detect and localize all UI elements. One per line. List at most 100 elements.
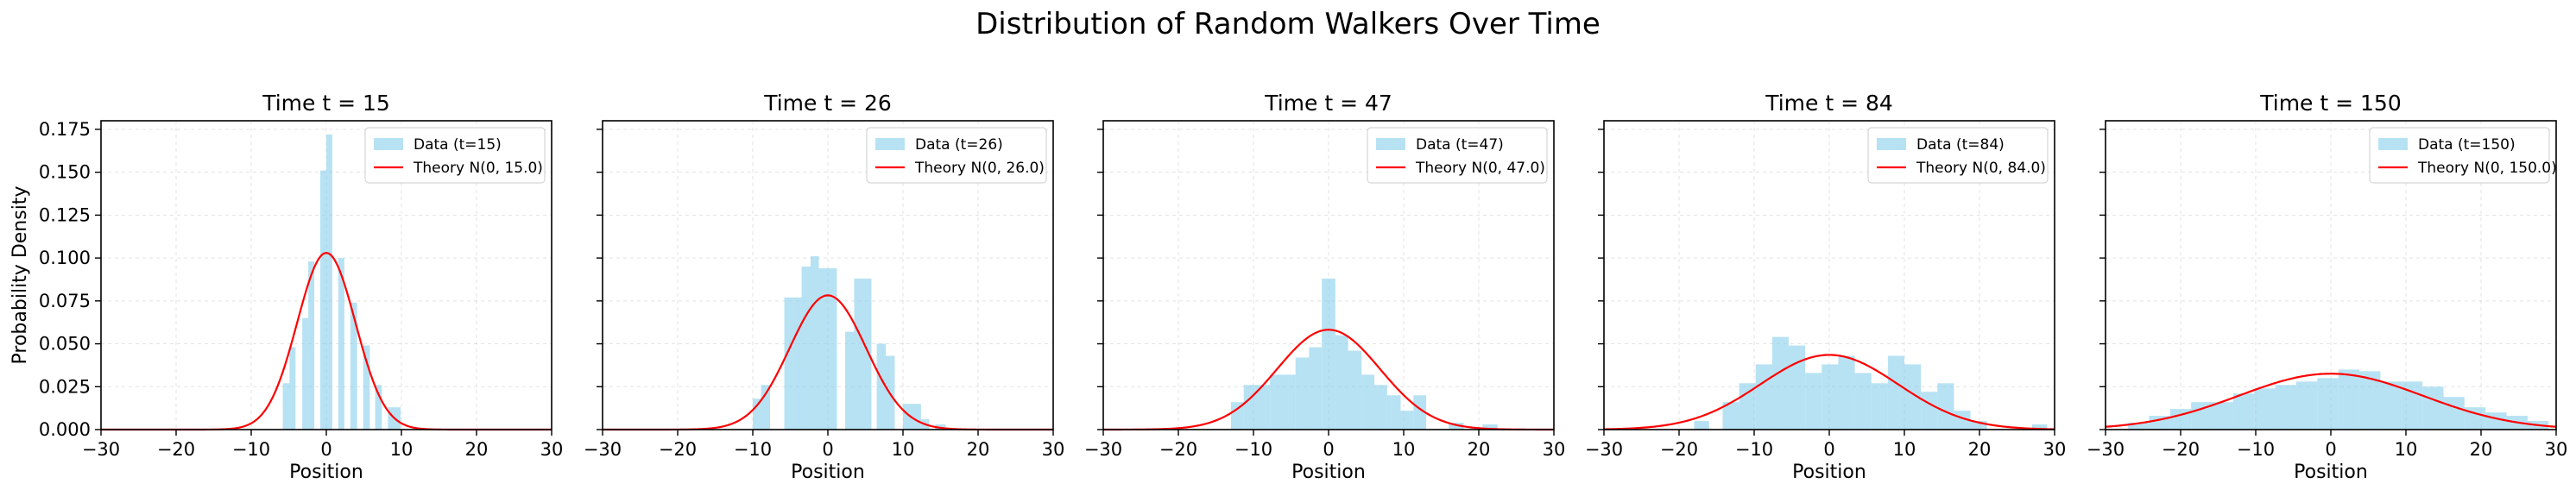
x-tick-label: −30 [82, 439, 120, 460]
histogram-bar [1361, 374, 1375, 430]
y-tick-label: 0.000 [39, 419, 91, 440]
histogram-bar [1694, 421, 1709, 430]
x-tick-label: 10 [1893, 439, 1916, 460]
legend-box [2369, 127, 2550, 184]
histogram-bar [2212, 402, 2233, 430]
histogram-bar [350, 302, 357, 430]
histogram-bar [801, 267, 811, 430]
x-tick-label: −20 [2162, 439, 2200, 460]
histogram-bar [1386, 395, 1401, 430]
x-tick-label: −30 [1585, 439, 1623, 460]
histogram-bar [1309, 347, 1323, 430]
histogram-bar [792, 297, 802, 430]
histogram-bar [302, 317, 309, 430]
panel-2: −30 −20 −10 0 10 20 30 Position Time t = 26 Data … [584, 91, 1065, 483]
histogram-bar [2295, 381, 2318, 430]
x-tick-label: 20 [1468, 439, 1491, 460]
histogram-bar [1295, 357, 1310, 430]
histogram-bar [1243, 385, 1257, 430]
histogram-bar [1449, 423, 1464, 430]
x-tick-label: −10 [1234, 439, 1272, 460]
histogram-bar [784, 297, 793, 430]
x-tick-label: 20 [967, 439, 990, 460]
legend-swatch-data [875, 138, 905, 150]
x-tick-label: −10 [2237, 439, 2275, 460]
x-axis-label: Position [2294, 461, 2368, 483]
histogram-bar [1230, 402, 1244, 430]
histogram-bar [1348, 350, 1362, 430]
histogram-bar [2338, 369, 2360, 430]
x-tick-label: −30 [1084, 439, 1122, 460]
histogram-bar [1755, 364, 1772, 430]
histogram-bar [1954, 411, 1971, 430]
histogram-bar [1400, 411, 1414, 430]
legend-swatch-data [374, 138, 403, 150]
x-tick-label: 30 [2043, 439, 2067, 460]
histogram-bar [818, 268, 828, 430]
theory-curve [1603, 354, 2055, 430]
histogram-bar [1335, 335, 1348, 430]
panel-4: −30 −20 −10 0 10 20 30 Position Time t = 84 Data … [1585, 91, 2067, 483]
x-axis-label: Position [791, 461, 865, 483]
panel-3: −30 −20 −10 0 10 20 30 Position Time t = 47 Data … [1084, 91, 1566, 483]
histogram-bar [912, 404, 921, 430]
x-tick-label: 30 [1042, 439, 1065, 460]
x-tick-label: −10 [232, 439, 270, 460]
legend-label-theory: Theory N(0, 84.0) [1916, 160, 2046, 177]
x-tick-label: 20 [2470, 439, 2493, 460]
panel-1: −30 −20 −10 0 10 20 30 0.000 0.025 0.050 0.075 0.10… [39, 91, 563, 483]
y-tick-label: 0.050 [39, 334, 91, 355]
histogram-bar [1256, 385, 1271, 430]
legend-label-data: Data (t=150) [2418, 136, 2516, 154]
histogram-bar [1413, 395, 1427, 430]
x-tick-label: −20 [659, 439, 697, 460]
legend-label-data: Data (t=47) [1416, 136, 1504, 154]
x-tick-label: 10 [390, 439, 414, 460]
y-tick-label: 0.025 [39, 376, 91, 397]
histogram-bar [2275, 385, 2296, 430]
panel-5: −30 −20 −10 0 10 20 30 Position Time t = 150 Data… [2087, 91, 2568, 483]
legend-label-theory: Theory N(0, 150.0) [2417, 160, 2557, 177]
panel-title: Time t = 26 [763, 91, 892, 116]
legend-label-theory: Theory N(0, 26.0) [914, 160, 1045, 177]
x-axis-label: Position [289, 461, 363, 483]
legend-label-theory: Theory N(0, 15.0) [413, 160, 543, 177]
histogram-bar [1822, 364, 1839, 430]
histogram-bar [2485, 412, 2507, 430]
histogram-bar [1887, 355, 1904, 430]
legend-box [866, 127, 1047, 184]
x-tick-label: 0 [1323, 439, 1334, 460]
x-tick-label: −20 [1159, 439, 1197, 460]
panel-title: Time t = 15 [262, 91, 390, 116]
x-tick-label: 0 [320, 439, 331, 460]
histogram-bar [1789, 345, 1806, 430]
y-tick-label: 0.150 [39, 162, 91, 183]
x-tick-label: −10 [1735, 439, 1773, 460]
histogram-bar [2317, 378, 2339, 430]
histogram-bar [1322, 278, 1335, 430]
histogram-bar [862, 278, 872, 430]
histogram-bar [810, 256, 819, 430]
x-axis-label: Position [1792, 461, 1866, 483]
histogram-bar [1904, 364, 1922, 430]
figure-title: Distribution of Random Walkers Over Time [975, 7, 1601, 41]
histogram-bar [1838, 355, 1855, 430]
x-tick-label: 30 [2545, 439, 2568, 460]
histogram-bar [2380, 381, 2402, 430]
histogram-bar [2254, 388, 2276, 430]
histogram-bar [1970, 421, 1987, 430]
histogram-bar [2443, 397, 2465, 430]
x-tick-label: 0 [822, 439, 833, 460]
y-tick-label: 0.175 [39, 119, 91, 140]
y-tick-label: 0.100 [39, 248, 91, 268]
y-axis-label: Probability Density [9, 186, 31, 365]
x-tick-label: −20 [157, 439, 195, 460]
legend-swatch-data [2378, 138, 2408, 150]
histogram-bar [2232, 393, 2255, 430]
histogram-bar [761, 385, 771, 430]
legend-label-data: Data (t=15) [414, 136, 502, 154]
y-tick-label: 0.075 [39, 291, 91, 311]
histogram-bar [1282, 374, 1296, 430]
